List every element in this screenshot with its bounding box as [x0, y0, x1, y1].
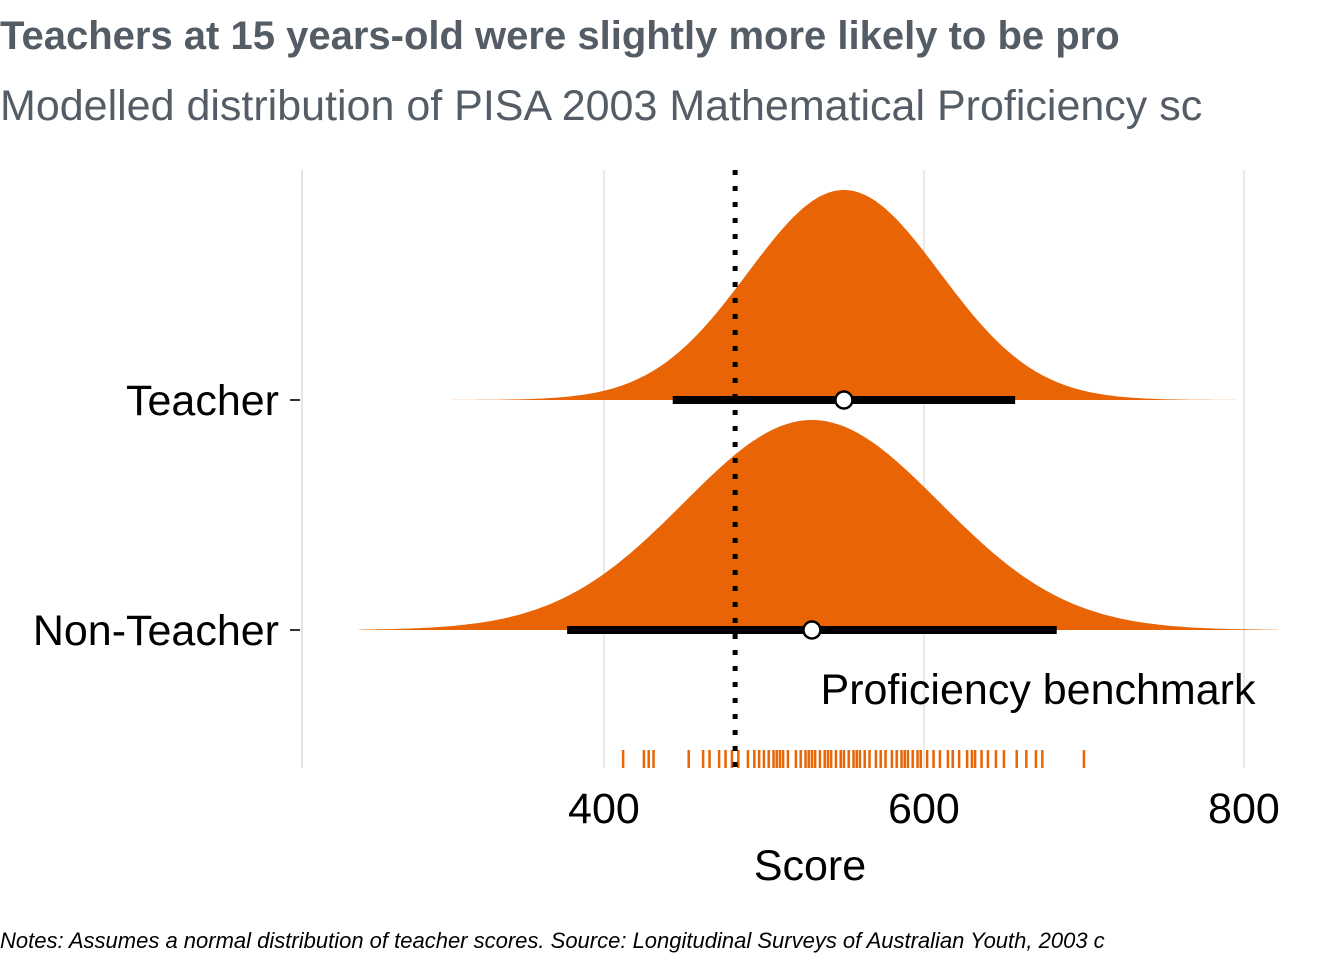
density-non-teacher — [359, 420, 1280, 630]
y-tick-label: Non-Teacher — [33, 607, 279, 655]
point-teacher — [834, 390, 854, 410]
chart-title: Teachers at 15 years-old were slightly m… — [0, 14, 1120, 58]
chart-subtitle: Modelled distribution of PISA 2003 Mathe… — [0, 82, 1203, 130]
density-teacher — [427, 190, 1276, 400]
x-tick-label: 600 — [888, 785, 960, 833]
x-tick-label: 400 — [568, 785, 640, 833]
interval-layer — [567, 390, 1057, 640]
axis-layer: Teacher Non-Teacher 400 600 800 — [33, 377, 1280, 833]
gridlines — [301, 170, 1245, 768]
rug-layer — [621, 750, 1086, 768]
x-axis-title: Score — [754, 842, 866, 890]
chart-notes: Notes: Assumes a normal distribution of … — [0, 928, 1105, 953]
density-layer — [359, 190, 1280, 630]
y-tick-label: Teacher — [126, 377, 279, 425]
point-non-teacher — [802, 620, 822, 640]
x-tick-label: 800 — [1208, 785, 1280, 833]
benchmark-label: Proficiency benchmark — [821, 666, 1256, 714]
